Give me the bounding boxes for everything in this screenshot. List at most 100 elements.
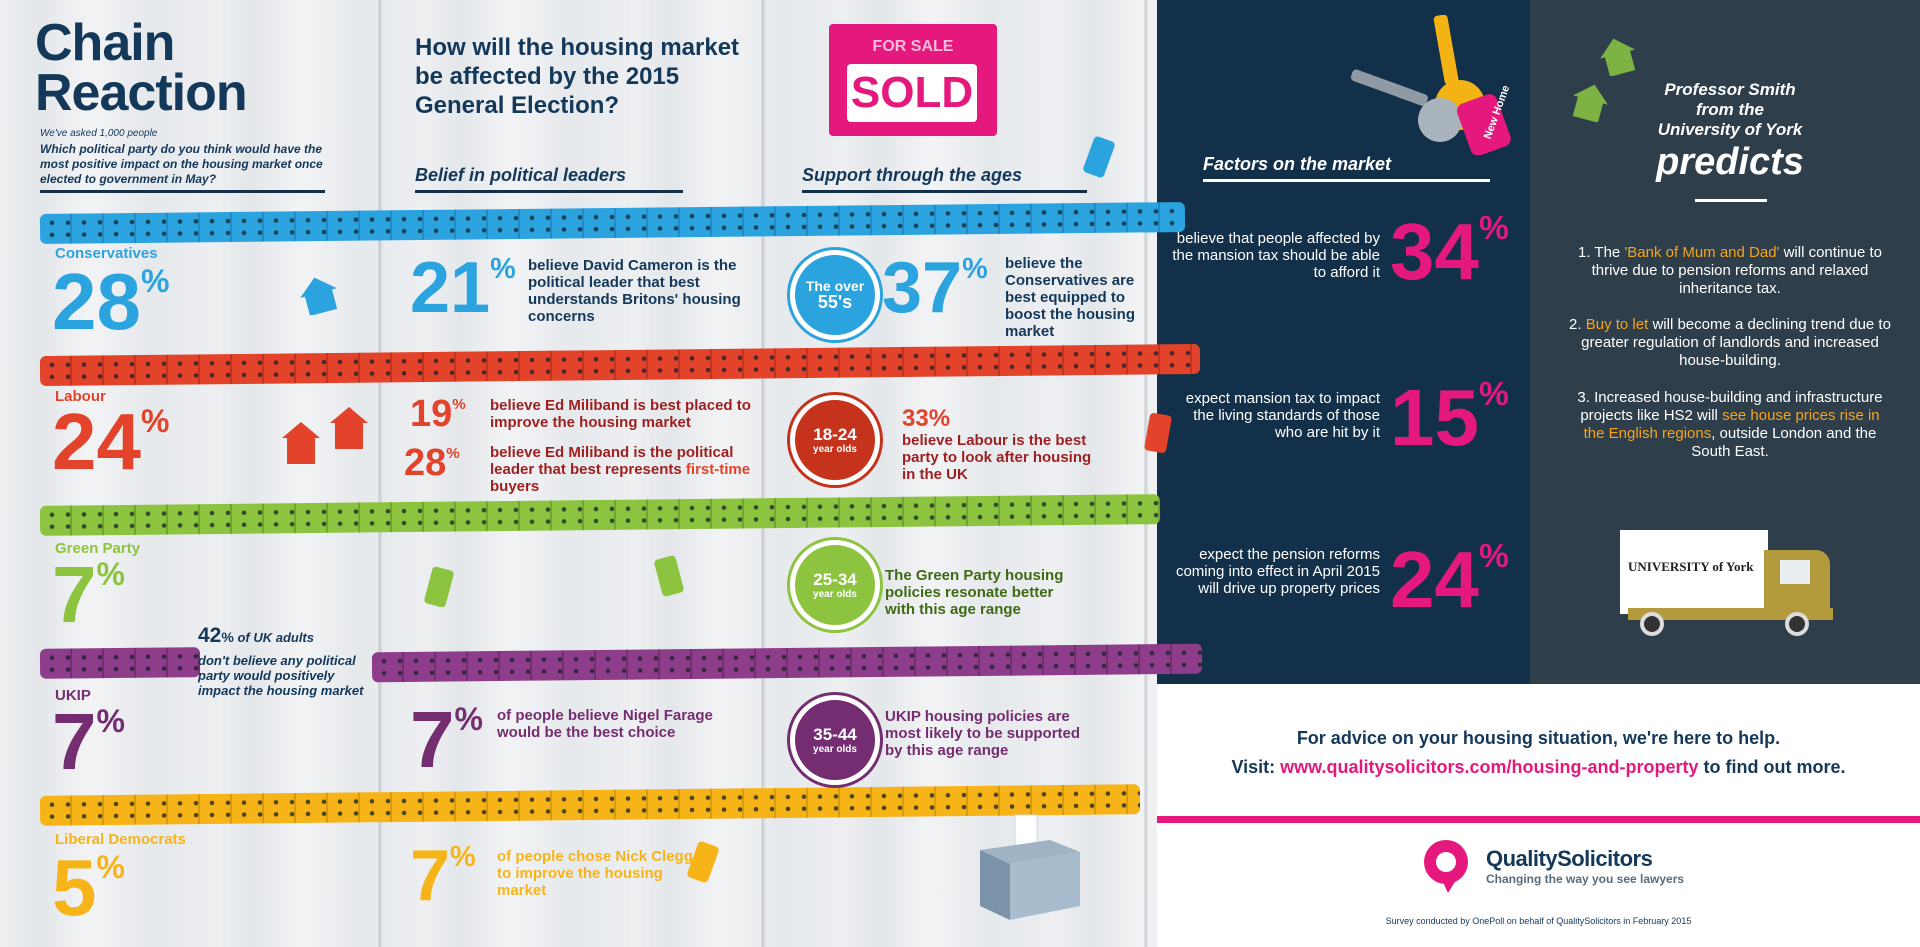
miliband2-text: believe Ed Miliband is the political lea… — [490, 444, 765, 495]
prediction-pre: 3. Increased house-building and infrastr… — [1577, 389, 1883, 424]
miliband2-pct: 28% — [404, 442, 460, 484]
party-name: Green Party — [55, 540, 141, 557]
uk-adults-text1: of UK adults — [237, 630, 314, 645]
factor-pct: 34% — [1390, 207, 1509, 296]
visit-label: Visit: — [1231, 757, 1276, 777]
miliband2-tail: buyers — [490, 478, 540, 495]
age-badge-35-44: 35-44 year olds — [790, 695, 880, 785]
badge-line2: year olds — [813, 743, 857, 755]
party-name: UKIP — [55, 687, 91, 704]
footer-advice: For advice on your housing situation, we… — [1296, 728, 1781, 748]
quality-solicitors-logo-icon — [1424, 840, 1468, 893]
badge-line2: 55's — [817, 292, 853, 312]
party-percentage: 7% — [52, 697, 125, 786]
percentage-value: 21 — [410, 248, 491, 328]
miliband2-highlight: first-time — [685, 461, 751, 478]
prediction-2: 2. Buy to let will become a declining tr… — [1565, 316, 1895, 370]
prediction-rest: will continue to thrive due to pension r… — [1591, 244, 1882, 297]
sold-sign-top: FOR SALE — [872, 38, 954, 55]
over55-text: believe the Conservatives are best equip… — [1005, 255, 1135, 340]
age-badge-18-24: 18-24 year olds — [790, 395, 880, 485]
party-name: Liberal Democrats — [55, 831, 186, 848]
factor-pct: 15% — [1390, 373, 1509, 462]
van-illustration: UNIVERSITY of York — [1620, 530, 1842, 640]
title-line-1: Chain — [35, 14, 175, 72]
percentage-value: 7 — [52, 550, 97, 639]
uk-adults-text2: don't believe any political party would … — [198, 653, 364, 698]
professor-line2: from the — [1696, 100, 1764, 119]
factors-heading: Factors on the market — [1203, 154, 1392, 174]
factor-pct: 24% — [1390, 535, 1509, 624]
badge-line1: The over — [805, 278, 865, 294]
house-icon — [330, 407, 368, 449]
belief-rule — [415, 190, 683, 193]
farage-text: of people believe Nigel Farage would be … — [497, 707, 713, 741]
miliband2-body: believe Ed Miliband is the political lea… — [490, 444, 734, 478]
badge-line1: 35-44 — [813, 724, 857, 744]
van-body — [1620, 530, 1768, 614]
professor-rule — [1695, 199, 1767, 202]
badge-line2: year olds — [813, 443, 857, 455]
van-label: UNIVERSITY of York — [1628, 559, 1754, 574]
percentage-value: 24 — [1390, 535, 1479, 624]
professor-predicts: predicts — [1656, 141, 1804, 183]
visit-after: to find out more. — [1703, 757, 1846, 777]
professor-heading: Professor Smith from the University of Y… — [1580, 80, 1880, 184]
prediction-rest: will become a declining trend due to gre… — [1581, 316, 1891, 369]
sold-sign: FOR SALE SOLD — [829, 24, 997, 136]
house-icon — [1572, 84, 1608, 122]
footer-visit: Visit: www.qualitysolicitors.com/housing… — [1157, 757, 1920, 778]
a3544-text: UKIP housing policies are most likely to… — [885, 708, 1081, 759]
footer-panel — [1157, 684, 1920, 947]
domino-strip-purple-left — [39, 647, 201, 679]
prediction-highlight: Buy to let — [1585, 316, 1649, 333]
prediction-highlight: see house prices rise in the English reg… — [1583, 407, 1880, 442]
uk-adults-stat: 42% of UK adults — [198, 624, 314, 647]
party-percentage: 5% — [52, 843, 125, 932]
percentage-value: 19 — [410, 393, 453, 435]
house-icon — [300, 277, 338, 315]
party-name: Labour — [55, 388, 106, 405]
sold-sign-label: SOLD — [847, 64, 977, 122]
a1824-text: believe Labour is the best party to look… — [902, 432, 1092, 483]
brand-tagline: Changing the way you see lawyers — [1486, 872, 1685, 886]
prediction-rest: , outside London and the South East. — [1691, 425, 1877, 460]
factors-rule — [1203, 179, 1490, 182]
page-title: Chain Reaction — [35, 14, 248, 119]
footer-link[interactable]: www.qualitysolicitors.com/housing-and-pr… — [1280, 757, 1699, 777]
over55-pct: 37% — [882, 248, 988, 328]
survey-note: Survey conducted by OnePoll on behalf of… — [1385, 916, 1692, 926]
percentage-value: 7 — [410, 836, 451, 916]
percentage-value: 7 — [410, 695, 455, 784]
professor-line1: Professor Smith — [1664, 80, 1796, 99]
footer-divider — [1157, 816, 1920, 823]
clegg-pct: 7% — [410, 836, 476, 916]
prediction-num: 1. The — [1578, 244, 1621, 261]
percentage-value: 24 — [52, 397, 141, 486]
party-percentage: 24% — [52, 397, 170, 486]
age-badge-over55: The over 55's — [790, 250, 880, 340]
house-icon — [282, 422, 320, 464]
party-name: Conservatives — [55, 245, 158, 262]
van-window — [1780, 560, 1810, 584]
age-badge-25-34: 25-34 year olds — [790, 540, 880, 630]
professor-line3: University of York — [1657, 120, 1803, 139]
ballot-box-icon — [980, 814, 1080, 920]
badge-line1: 18-24 — [813, 424, 857, 444]
cameron-pct: 21% — [410, 248, 516, 328]
house-icon — [1600, 38, 1636, 76]
keys-icon: New Home — [1350, 15, 1512, 155]
percentage-value: 28 — [52, 257, 141, 346]
van-wheel — [1785, 612, 1809, 636]
headline: How will the housing market be affected … — [415, 34, 740, 119]
prediction-highlight: 'Bank of Mum and Dad' — [1624, 244, 1780, 261]
prediction-1: 1. The 'Bank of Mum and Dad' will contin… — [1565, 244, 1895, 298]
survey-question: Which political party do you think would… — [40, 142, 323, 186]
brand-name: QualitySolicitors — [1486, 846, 1653, 871]
badge-line2: year olds — [813, 588, 857, 600]
a2534-text: The Green Party housing policies resonat… — [885, 567, 1064, 618]
a1824-pct: 33% — [902, 405, 951, 432]
party-percentage: 28% — [52, 257, 170, 346]
uk-adults-pct: 42 — [198, 624, 222, 647]
survey-intro: We've asked 1,000 people — [40, 128, 158, 139]
